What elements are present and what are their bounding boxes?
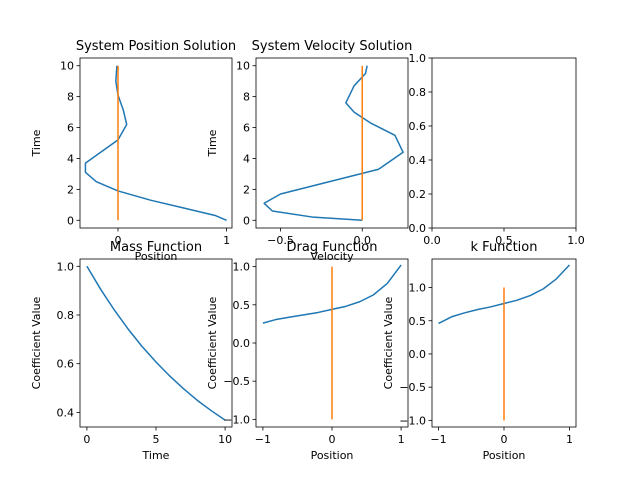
series-line-1 xyxy=(263,65,404,222)
y-tick-label: 0 xyxy=(243,214,250,227)
x-tick-label: 0 xyxy=(501,433,508,446)
y-axis-label: Coefficient Value xyxy=(382,296,395,389)
x-tick-label: −1 xyxy=(430,433,446,446)
y-tick-label: 0 xyxy=(67,214,74,227)
subplot-3: 0.0 0.5 1.0 0.0 0.2 0.4 0.6 0.8 1.0 xyxy=(409,52,585,247)
y-tick-label: 0.6 xyxy=(57,358,75,371)
y-tick-label: 4 xyxy=(67,152,74,165)
x-tick-label: −1 xyxy=(255,433,271,446)
y-axis-label: Time xyxy=(206,129,219,157)
y-tick-label: 1.0 xyxy=(409,282,427,295)
y-tick-label: 0.8 xyxy=(409,86,427,99)
y-tick-label: 0.4 xyxy=(409,154,427,167)
x-tick-label: 0.5 xyxy=(495,234,513,247)
subplot-5: −1 0 1 −1.0 −0.5 0.0 0.5 1.0 Drag Function Positi… xyxy=(206,240,409,462)
x-axis-label: Position xyxy=(135,250,178,263)
y-tick-label: 1.0 xyxy=(233,261,251,274)
x-tick-label: 1 xyxy=(398,433,405,446)
y-tick-label: 6 xyxy=(67,122,74,135)
y-tick-label: 0.5 xyxy=(233,299,251,312)
x-tick-label: 10 xyxy=(218,433,232,446)
x-tick-label: 0.0 xyxy=(353,234,371,247)
x-tick-label: 5 xyxy=(153,433,160,446)
x-tick-label: 1.0 xyxy=(567,234,585,247)
subplot-title: System Position Solution xyxy=(76,39,236,54)
subplot-title: Mass Function xyxy=(110,240,202,255)
y-tick-label: −0.5 xyxy=(399,381,426,394)
x-tick-label: 1 xyxy=(566,433,573,446)
y-tick-label: 0.0 xyxy=(409,348,427,361)
subplot-4: 0 5 10 0.4 0.6 0.8 1.0 Mass Function Time Coeffic… xyxy=(30,240,233,462)
x-tick-label: 0 xyxy=(329,433,336,446)
y-tick-label: 8 xyxy=(243,91,250,104)
series-line-1 xyxy=(86,265,226,421)
y-tick-label: −1.0 xyxy=(223,413,250,426)
y-axis-label: Coefficient Value xyxy=(30,296,43,389)
y-axis-label: Coefficient Value xyxy=(206,296,219,389)
y-tick-label: 0.0 xyxy=(233,337,251,350)
axes-frame xyxy=(255,57,409,229)
y-tick-label: 10 xyxy=(236,60,250,73)
y-axis-label: Time xyxy=(30,129,43,157)
y-tick-label: 0.0 xyxy=(409,222,427,235)
x-tick-label: 0.0 xyxy=(423,234,441,247)
y-tick-label: 10 xyxy=(60,60,74,73)
y-tick-label: 0.4 xyxy=(57,406,75,419)
y-tick-label: 4 xyxy=(243,152,250,165)
x-tick-label: 1 xyxy=(223,234,230,247)
y-tick-label: 2 xyxy=(67,183,74,196)
y-tick-label: 0.5 xyxy=(409,315,427,328)
x-axis-label: Position xyxy=(483,449,526,462)
x-tick-label: 0 xyxy=(83,433,90,446)
x-axis-label: Velocity xyxy=(310,250,354,263)
subplot-6: −1 0 1 −1.0 −0.5 0.0 0.5 1.0 k Function Position C… xyxy=(382,240,577,462)
x-axis-label: Time xyxy=(142,449,170,462)
series-line-1 xyxy=(84,65,227,221)
y-tick-label: 1.0 xyxy=(409,52,427,65)
y-tick-label: 6 xyxy=(243,122,250,135)
subplot-title: k Function xyxy=(471,240,538,255)
y-tick-label: −0.5 xyxy=(223,375,250,388)
y-tick-label: 2 xyxy=(243,183,250,196)
x-tick-label: −0.5 xyxy=(267,234,294,247)
y-tick-label: 0.6 xyxy=(409,120,427,133)
axes-frame xyxy=(431,57,577,229)
y-tick-label: 0.2 xyxy=(409,188,427,201)
subplot-title: Drag Function xyxy=(287,240,378,255)
y-tick-label: 1.0 xyxy=(57,260,75,273)
x-tick-label: 0 xyxy=(115,234,122,247)
y-tick-label: 0.8 xyxy=(57,309,75,322)
axes-frame xyxy=(79,57,233,229)
subplot-title: System Velocity Solution xyxy=(252,39,413,54)
y-tick-label: −1.0 xyxy=(399,414,426,427)
y-tick-label: 8 xyxy=(67,91,74,104)
x-axis-label: Position xyxy=(311,449,354,462)
